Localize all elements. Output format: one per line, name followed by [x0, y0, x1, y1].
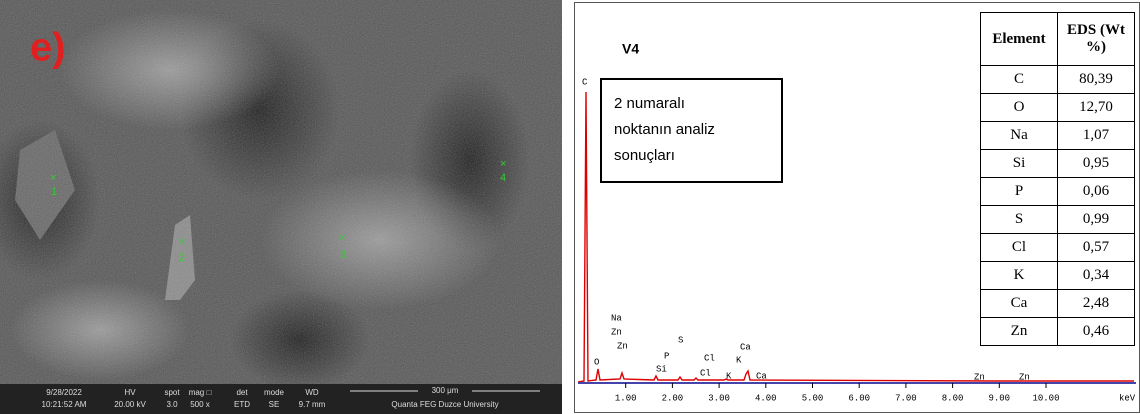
table-cell: Si — [981, 150, 1058, 178]
table-cell: P — [981, 178, 1058, 206]
peak-label: O — [594, 357, 599, 367]
info-key: WD — [305, 388, 319, 397]
peak-label: Na — [611, 313, 622, 323]
x-tick-label: 3.00 — [708, 393, 730, 403]
point-marker: × — [339, 232, 345, 244]
table-cell: 0,46 — [1058, 318, 1135, 346]
peak-label: Zn — [1019, 372, 1030, 382]
table-cell: S — [981, 206, 1058, 234]
x-tick-label: 7.00 — [895, 393, 917, 403]
header-cell: Element — [981, 13, 1058, 66]
info-key: mag □ — [189, 388, 212, 397]
info-time: 10:21:52 AM — [42, 400, 87, 409]
peak-label: Zn — [611, 327, 622, 337]
table-cell: 0,57 — [1058, 234, 1135, 262]
point-label: 4 — [500, 172, 506, 184]
header-cell: EDS (Wt %) — [1058, 13, 1135, 66]
peak-label: K — [726, 371, 732, 381]
note-line: noktanın analiz — [614, 121, 715, 138]
info-value: 20.00 kV — [114, 400, 146, 409]
x-tick-label: 4.00 — [755, 393, 777, 403]
table-cell: C — [981, 66, 1058, 94]
peak-label: Cl — [704, 353, 715, 363]
info-value: ETD — [234, 400, 250, 409]
sample-label: V4 — [622, 41, 639, 57]
peak-label: Ca — [740, 342, 751, 352]
peak-label: Ca — [756, 371, 767, 381]
table-cell: 0,34 — [1058, 262, 1135, 290]
peak-label: S — [678, 335, 683, 345]
peak-label: Zn — [617, 341, 628, 351]
point-label: 3 — [340, 249, 346, 261]
point-label: 1 — [51, 186, 57, 198]
table-cell: 12,70 — [1058, 94, 1135, 122]
sem-texture — [0, 0, 562, 384]
figure: e) ×1 ×2 ×3 ×4 9/28/2022 10:21:52 AM HV … — [0, 0, 1140, 414]
x-unit: keV — [1119, 393, 1136, 403]
info-value: 3.0 — [166, 400, 178, 409]
info-lab: Quanta FEG Duzce University — [391, 400, 498, 409]
x-tick-label: 9.00 — [988, 393, 1010, 403]
point-label: 2 — [179, 252, 185, 264]
x-tick-label: 1.00 — [615, 393, 637, 403]
table-cell: K — [981, 262, 1058, 290]
info-value: 9.7 mm — [299, 400, 326, 409]
table-cell: Ca — [981, 290, 1058, 318]
table-cell: 0,99 — [1058, 206, 1135, 234]
panel-label: e) — [30, 26, 66, 70]
table-cell: 80,39 — [1058, 66, 1135, 94]
table-cell: Cl — [981, 234, 1058, 262]
point-marker: × — [179, 236, 185, 248]
peak-label: Zn — [974, 372, 985, 382]
peak-label: C — [582, 77, 588, 87]
x-tick-label: 5.00 — [802, 393, 824, 403]
point-marker: × — [500, 158, 506, 170]
info-value: SE — [269, 400, 280, 409]
x-tick-label: 2.00 — [662, 393, 684, 403]
info-key: HV — [124, 388, 136, 397]
table-cell: Zn — [981, 318, 1058, 346]
scale-bar-label: 300 μm — [432, 386, 459, 395]
info-key: spot — [164, 388, 180, 397]
x-tick-label: 10.00 — [1032, 393, 1059, 403]
note-line: 2 numaralı — [614, 95, 685, 112]
table-cell: 2,48 — [1058, 290, 1135, 318]
peak-label: Si — [656, 364, 667, 374]
table-cell: Na — [981, 122, 1058, 150]
peak-label: P — [664, 351, 669, 361]
table-cell: 1,07 — [1058, 122, 1135, 150]
info-key: det — [236, 388, 248, 397]
sem-image: e) ×1 ×2 ×3 ×4 9/28/2022 10:21:52 AM HV … — [0, 0, 562, 414]
x-tick-label: 6.00 — [848, 393, 870, 403]
peak-label: K — [736, 355, 742, 365]
table-cell: 0,06 — [1058, 178, 1135, 206]
info-date: 9/28/2022 — [46, 388, 82, 397]
point-marker: × — [50, 172, 56, 184]
info-value: 500 x — [190, 400, 210, 409]
table-cell: 0,95 — [1058, 150, 1135, 178]
x-tick-label: 8.00 — [942, 393, 964, 403]
info-key: mode — [264, 388, 285, 397]
peak-label: Cl — [700, 368, 711, 378]
note-line: sonuçları — [614, 147, 675, 164]
table-cell: O — [981, 94, 1058, 122]
